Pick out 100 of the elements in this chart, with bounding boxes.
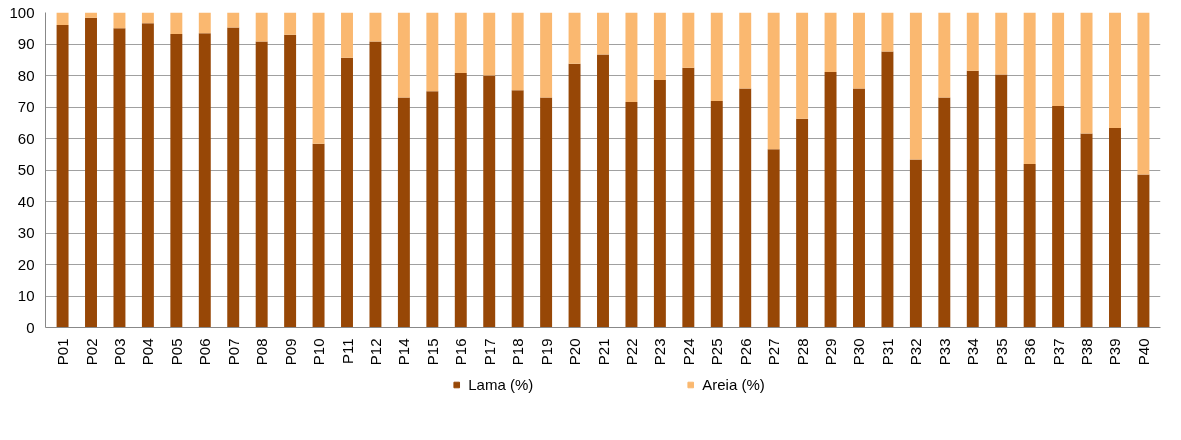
bar [341,12,353,58]
x-tick-label: P15 [423,338,441,366]
y-tick-label: 0 [26,318,35,336]
y-tick-label: 10 [17,287,35,304]
x-tick-label: P06 [196,338,214,366]
bar [113,28,126,328]
x-tick-label: P03 [110,338,128,366]
x-tick-label: P21 [594,338,612,366]
bar [767,12,780,150]
x-tick-label: P24 [679,338,697,366]
x-tick-label: P22 [622,338,640,366]
bar [853,88,865,328]
x-tick-label: P19 [537,338,555,366]
bar [625,12,638,102]
x-tick-label: P20 [566,338,584,366]
y-tick-label: 20 [17,255,35,273]
bar [824,12,837,73]
bar [682,12,695,68]
y-tick-label: 60 [17,129,35,147]
bar [597,54,609,328]
bar [966,12,979,71]
bar [85,12,97,18]
bar [198,12,211,34]
bar [227,27,240,328]
x-tick-label: P01 [54,338,72,366]
bar [511,12,524,91]
bar [881,51,894,328]
x-tick-label: P31 [878,338,896,366]
bar [56,12,69,26]
bar [796,12,809,119]
bar [85,17,97,328]
x-tick-label: P36 [1021,338,1039,366]
x-tick-label: P02 [82,338,100,366]
x-tick-label: P14 [395,338,413,366]
bar [284,12,297,35]
x-tick-label: P29 [822,338,840,366]
y-tick-label: 100 [9,3,35,21]
bar [568,12,581,64]
bar [483,75,496,328]
legend-label: Areia (%) [702,375,765,393]
bar [170,12,183,34]
bar [1052,106,1065,328]
y-tick-label: 30 [17,224,35,241]
bar [824,72,837,328]
bar [426,12,439,92]
bar [369,12,382,42]
x-tick-label: P38 [1078,338,1096,366]
x-tick-label: P26 [736,338,754,366]
y-tick-label: 90 [17,35,35,52]
x-tick-label: P40 [1134,338,1152,366]
x-tick-label: P18 [509,338,527,366]
bar [170,33,183,328]
x-tick-label: P07 [224,338,242,366]
bar [1080,133,1093,328]
bar [1109,12,1121,129]
x-tick-label: P35 [992,338,1010,366]
legend-label: Lama (%) [468,375,534,393]
bar [710,12,723,102]
bar [397,12,410,98]
bar [909,159,922,328]
bar [426,91,439,328]
x-tick-label: P05 [167,338,185,366]
bar [938,97,951,328]
bar [312,12,325,144]
x-tick-label: P08 [253,338,271,366]
bar [796,118,809,328]
bar [995,12,1008,75]
bar [653,79,666,328]
bar [113,12,126,29]
bar [739,88,752,328]
bar [312,143,325,328]
bar [625,101,638,328]
bar [767,149,780,328]
bar [284,34,297,328]
bar [995,74,1008,328]
x-tick-label: P37 [1049,338,1067,366]
bar [1023,164,1036,328]
bar [938,12,951,98]
bar [141,12,154,24]
bar [483,12,496,76]
bar [739,12,752,89]
x-tick-label: P33 [935,338,953,366]
x-tick-label: P28 [793,338,811,366]
bar [255,41,268,328]
x-tick-label: P16 [452,338,470,366]
bar [1052,12,1065,107]
x-tick-label: P39 [1106,338,1124,366]
bar [853,12,865,89]
x-tick-label: P12 [366,338,384,366]
x-tick-label: P10 [310,338,328,366]
bar [1137,12,1150,175]
bar [881,12,894,52]
bar [710,101,723,328]
bar [682,67,695,328]
bar [369,41,382,328]
bar [909,12,922,160]
bar [56,25,69,328]
bar [397,97,410,328]
x-tick-label: P04 [139,338,157,366]
bar [540,12,553,98]
